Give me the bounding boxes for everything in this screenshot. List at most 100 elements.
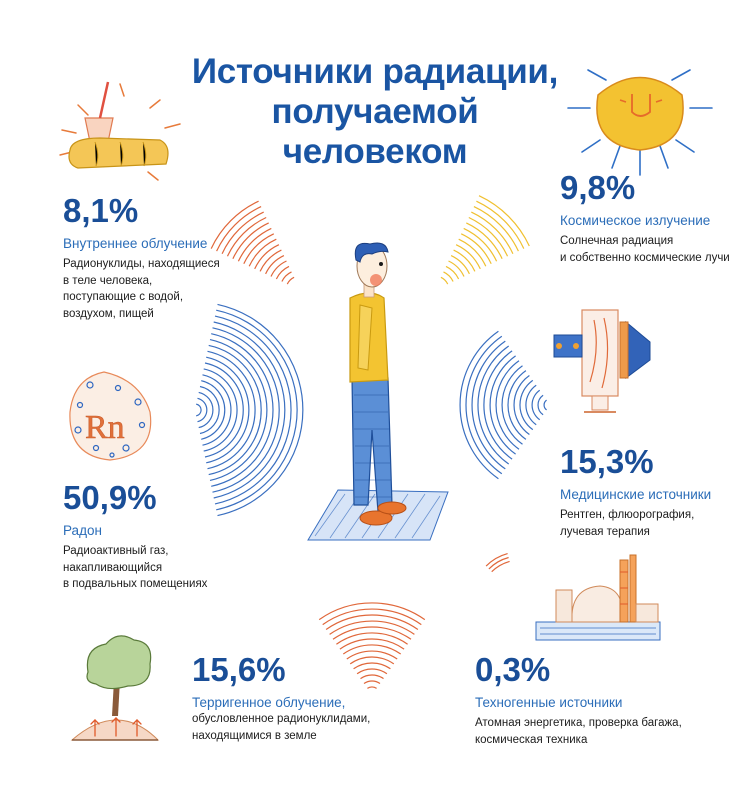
source-label: Внутреннее облучение — [63, 236, 208, 251]
wave-arc — [495, 360, 520, 450]
source-terrestrial: 15,6% Терригенное облучение, обусловленн… — [192, 652, 402, 744]
source-radon: 50,9% Радон Радиоактивный газ, накаплива… — [63, 480, 263, 593]
wave-arc — [485, 553, 508, 567]
wave-arc — [450, 255, 470, 275]
wave-arc — [342, 644, 402, 655]
wave-arc — [445, 265, 460, 280]
wave-arc — [211, 333, 274, 487]
tree-icon — [70, 635, 160, 741]
wave-arc — [501, 365, 523, 445]
percent-value: 8,1% — [63, 192, 139, 229]
wave-arc — [199, 385, 220, 435]
wave-arc — [477, 345, 510, 465]
wave-arc — [201, 380, 226, 440]
waves-internal — [210, 200, 295, 285]
percent-value: 50,9% — [63, 479, 157, 516]
percent-value: 9,8% — [560, 169, 636, 206]
wave-arc — [216, 206, 262, 252]
wave-arc — [473, 206, 519, 252]
wave-arc — [329, 620, 415, 635]
source-description: Рентген, флюорография, лучевая терапия — [560, 509, 695, 538]
wave-arc — [275, 265, 290, 280]
wave-arc — [353, 662, 391, 670]
wave-arc — [531, 389, 541, 421]
wave-arc — [465, 335, 503, 475]
wave-arc — [491, 560, 510, 573]
wave-arc — [489, 355, 516, 455]
source-technogenic: 0,3% Техногенные источники Атомная энерг… — [475, 652, 705, 748]
wave-arc — [204, 362, 244, 458]
wave-arc — [209, 339, 268, 481]
wave-arc — [483, 350, 513, 460]
wave-arc — [214, 315, 292, 505]
wave-arc — [463, 227, 498, 262]
percent-value: 0,3% — [475, 651, 551, 688]
wave-arc — [212, 327, 280, 493]
person-figure — [307, 242, 449, 541]
wave-arc — [478, 195, 530, 247]
wave-arc — [349, 656, 395, 665]
title-line-2: получаемой — [271, 92, 479, 131]
wave-arc — [325, 614, 419, 630]
source-label: Техногенные источники — [475, 695, 623, 710]
wave-arc — [460, 233, 492, 265]
wave-arc — [254, 244, 280, 270]
wave-arc — [213, 321, 286, 499]
sun-icon — [567, 69, 713, 176]
wave-arc — [265, 255, 285, 275]
waves-terrestrial — [318, 602, 426, 689]
wave-arc — [206, 356, 250, 464]
wave-arc — [525, 384, 537, 426]
wave-arc — [471, 211, 514, 254]
food-drink-icon — [59, 81, 181, 181]
page-title: Источники радиации, получаемой человеком — [150, 52, 600, 172]
wave-arc — [356, 668, 388, 675]
source-medical: 15,3% Медицинские источники Рентген, флю… — [560, 444, 745, 540]
waves-medical — [459, 330, 548, 480]
source-description: Радионуклиды, находящиеся в теле человек… — [63, 258, 220, 320]
waves-radon — [196, 303, 304, 517]
waves-cosmic — [440, 195, 530, 285]
wave-arc — [270, 260, 287, 277]
radon-symbol: Rn — [85, 409, 125, 446]
wave-arc — [318, 602, 426, 621]
power-plant-icon — [535, 554, 661, 641]
wave-arc — [346, 650, 398, 660]
wave-arc — [360, 674, 384, 680]
wave-arc — [332, 626, 412, 640]
wave-arc — [513, 375, 530, 435]
wave-arc — [217, 303, 304, 517]
wave-arc — [196, 403, 202, 417]
wave-arc — [537, 394, 544, 416]
source-internal: 8,1% Внутреннее облучение Радионуклиды, … — [63, 193, 263, 322]
wave-arc — [363, 680, 381, 685]
source-label: Космическое излучение — [560, 213, 711, 228]
wave-arc — [336, 632, 408, 645]
wave-arc — [471, 340, 506, 470]
wave-arc — [458, 238, 487, 267]
source-description: Атомная энергетика, проверка багажа, кос… — [475, 717, 682, 746]
wave-arc — [210, 200, 259, 249]
wave-arc — [543, 399, 548, 411]
wave-arc — [455, 244, 481, 270]
wave-arc — [468, 216, 509, 257]
wave-arc — [232, 222, 269, 259]
wave-arc — [243, 233, 275, 265]
source-cosmic: 9,8% Космическое излучение Солнечная рад… — [560, 170, 745, 266]
wave-arc — [488, 556, 509, 570]
wave-arc — [466, 222, 503, 259]
wave-arc — [216, 309, 298, 511]
wave-arc — [507, 370, 527, 440]
source-label: Радон — [63, 523, 102, 538]
wave-arc — [339, 638, 405, 650]
wave-arc — [259, 249, 282, 272]
wave-arc — [459, 330, 499, 480]
wave-arc — [237, 227, 272, 262]
wave-arc — [197, 397, 208, 423]
wave-arc — [519, 379, 534, 431]
source-description: обусловленное радионуклидами, находящими… — [192, 713, 371, 742]
wave-arc — [248, 238, 277, 267]
wave-arc — [286, 276, 295, 285]
wave-arc — [453, 249, 476, 272]
wave-arc — [440, 276, 449, 285]
